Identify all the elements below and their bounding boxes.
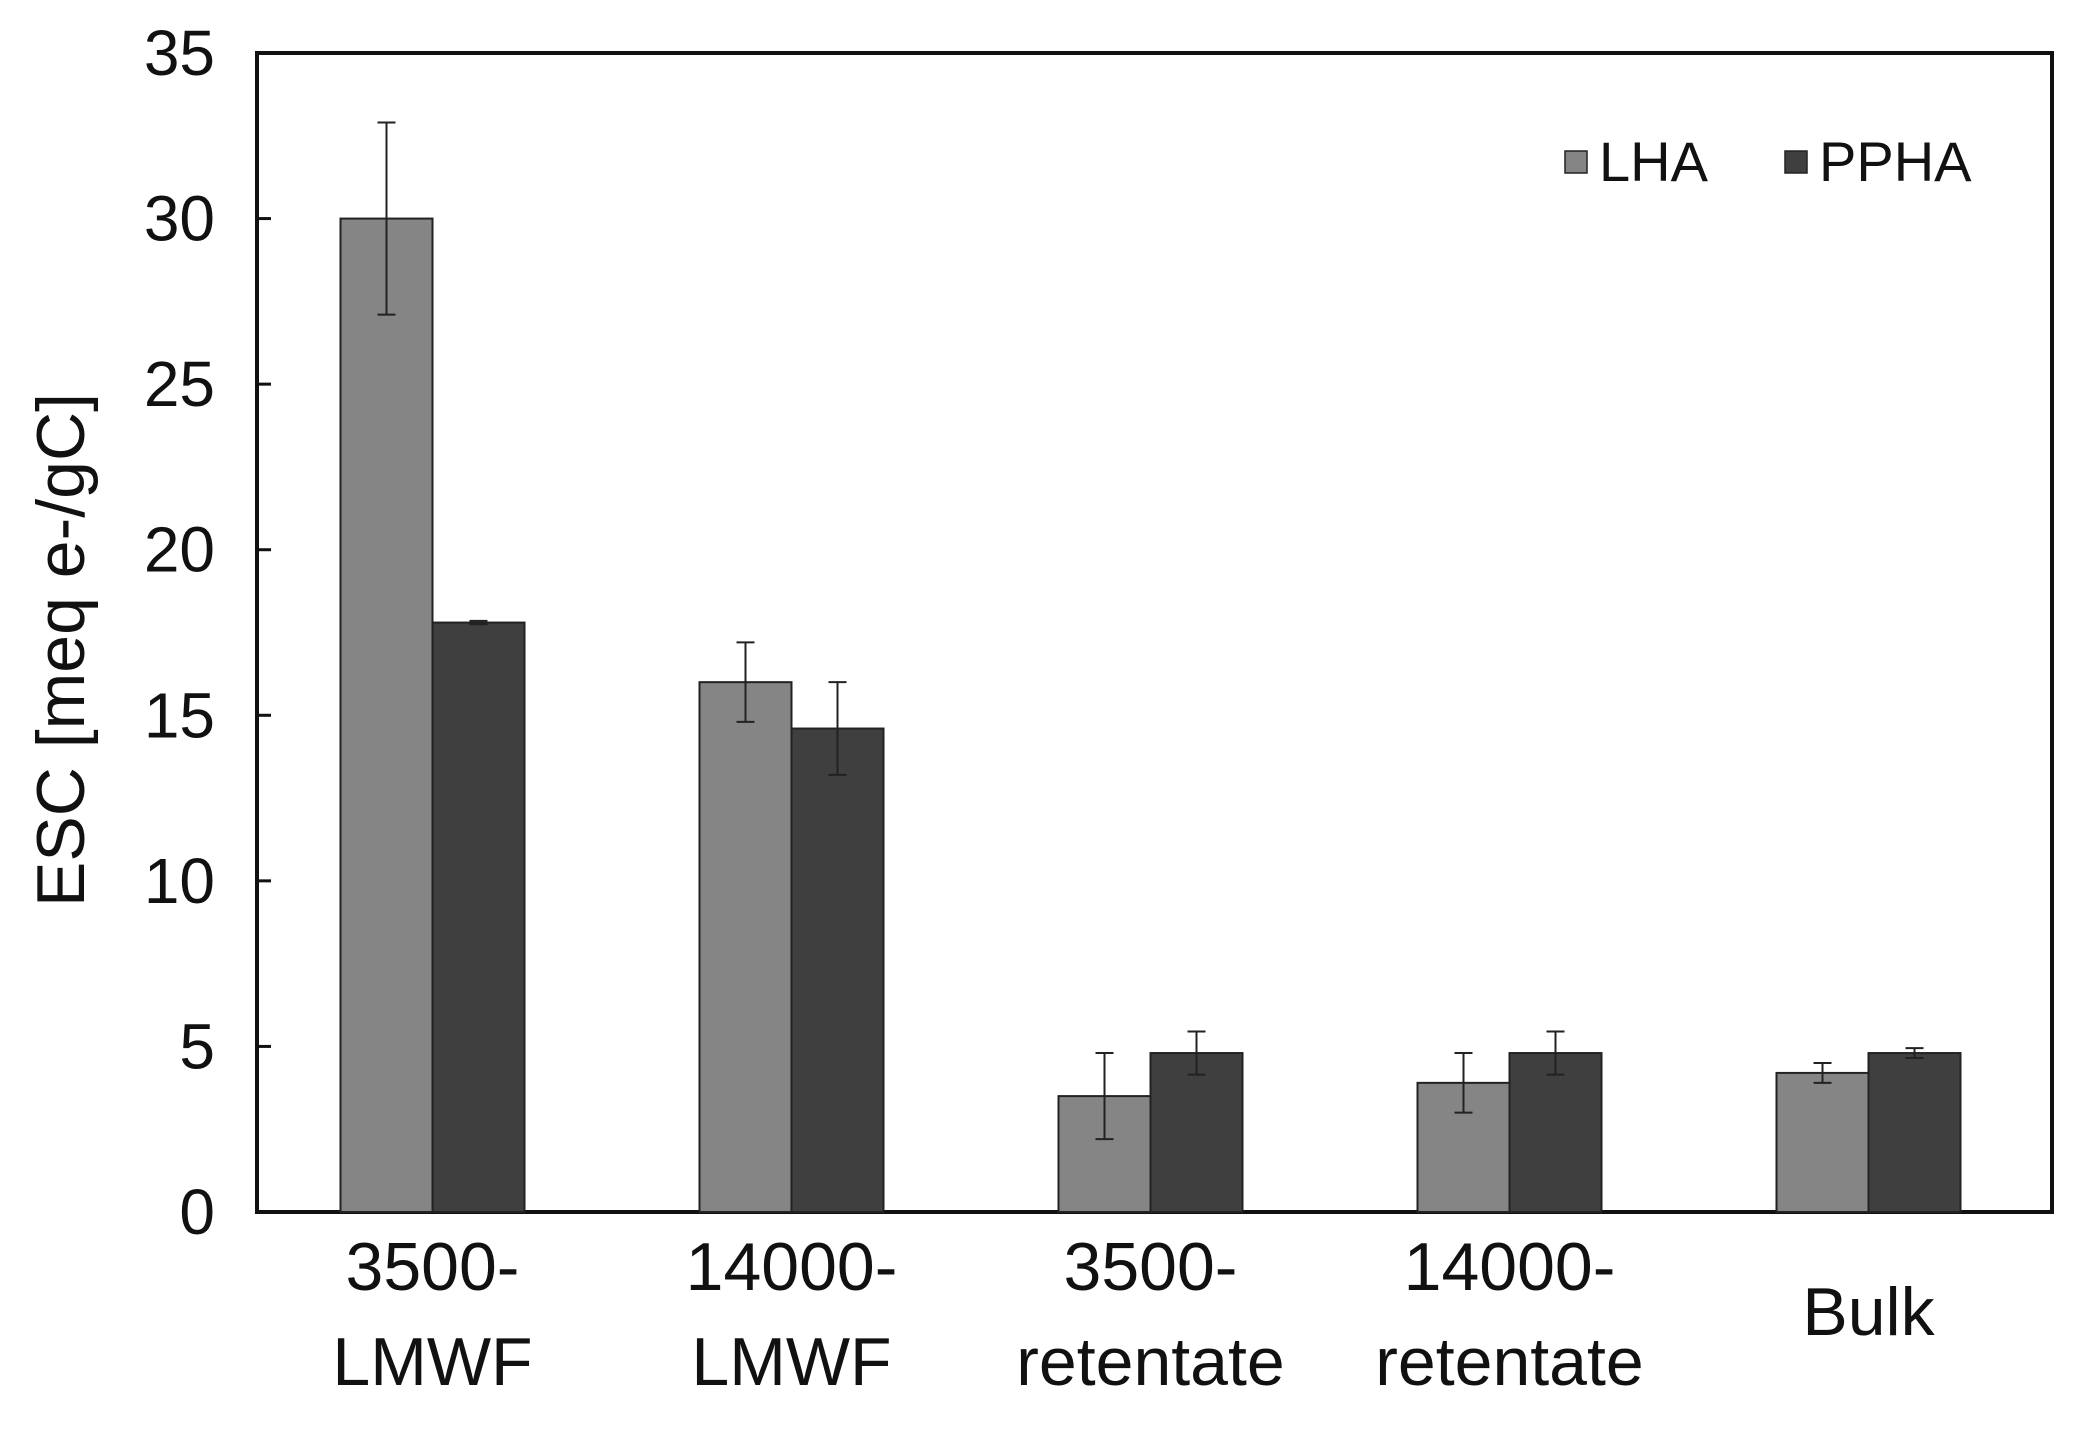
legend-swatch-lha <box>1564 150 1588 174</box>
x-tick-label: Bulk <box>1802 1274 1935 1350</box>
plot-area <box>255 51 2054 1214</box>
legend-swatch-ppha <box>1784 150 1808 174</box>
bar-ppha <box>790 727 885 1213</box>
x-tick-label: 14000- <box>1404 1229 1616 1305</box>
y-tick-label: 10 <box>144 845 215 917</box>
x-tick-label: 14000- <box>686 1229 898 1305</box>
plot-frame <box>255 51 2054 1214</box>
x-axis: 3500- LMWF 14000- LMWF 3500- retentate 14000- r… <box>332 1229 1935 1400</box>
y-tick-label: 15 <box>144 679 215 751</box>
bar-lha <box>698 681 793 1213</box>
bar-ppha <box>1149 1052 1244 1213</box>
bar-ppha <box>431 621 526 1213</box>
legend-label-ppha: PPHA <box>1819 130 1972 193</box>
y-axis-label: ESC [meq e-/gC] <box>23 393 99 907</box>
x-tick-label: LMWF <box>691 1324 891 1400</box>
bar-lha <box>1775 1071 1870 1214</box>
bars-group <box>339 217 1962 1214</box>
y-tick-label: 20 <box>144 514 215 586</box>
legend[interactable]: LHA PPHA <box>1564 130 1972 193</box>
bar-ppha <box>1867 1052 1962 1213</box>
y-tick-label: 0 <box>179 1176 215 1248</box>
x-tick-label: retentate <box>1375 1324 1643 1400</box>
y-tick-label: 30 <box>144 183 215 255</box>
error-bars-group <box>377 121 1924 1141</box>
legend-label-lha: LHA <box>1599 130 1709 193</box>
y-tick-label: 25 <box>144 348 215 420</box>
y-tick-label: 35 <box>144 17 215 89</box>
x-tick-label: 3500- <box>1064 1229 1238 1305</box>
y-tick-label: 5 <box>179 1010 215 1082</box>
x-tick-label: 3500- <box>346 1229 520 1305</box>
x-tick-label: retentate <box>1016 1324 1284 1400</box>
bar-lha <box>339 217 434 1214</box>
y-axis: 0 5 10 15 20 25 30 35 <box>144 17 271 1248</box>
x-tick-label: LMWF <box>332 1324 532 1400</box>
bar-ppha <box>1508 1052 1603 1213</box>
